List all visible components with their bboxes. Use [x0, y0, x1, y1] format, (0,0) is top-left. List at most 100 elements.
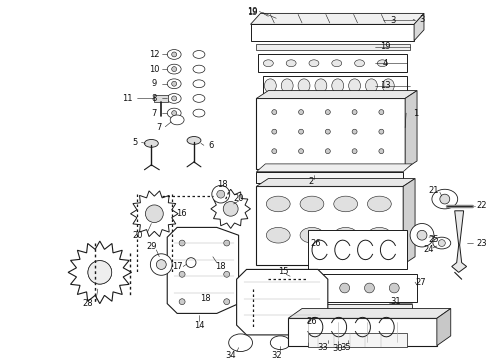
Polygon shape	[250, 13, 424, 24]
Text: 33: 33	[318, 343, 328, 352]
Text: 10: 10	[149, 64, 160, 73]
Ellipse shape	[382, 79, 394, 93]
Bar	[308, 333, 407, 347]
Circle shape	[217, 190, 225, 198]
Ellipse shape	[212, 185, 230, 203]
Polygon shape	[167, 228, 239, 314]
Text: 18: 18	[200, 294, 211, 303]
Ellipse shape	[145, 139, 158, 147]
Circle shape	[88, 261, 112, 284]
Text: 24: 24	[424, 246, 434, 255]
Text: 25: 25	[429, 235, 439, 244]
Text: 18: 18	[218, 180, 228, 189]
Ellipse shape	[167, 108, 181, 118]
Circle shape	[224, 240, 230, 246]
Circle shape	[224, 299, 230, 305]
Circle shape	[439, 240, 445, 247]
Circle shape	[179, 299, 185, 305]
Ellipse shape	[193, 109, 205, 117]
Text: 20: 20	[132, 231, 143, 240]
Ellipse shape	[366, 79, 377, 93]
Text: 28: 28	[83, 299, 93, 308]
Text: 20: 20	[233, 194, 244, 203]
Ellipse shape	[300, 196, 324, 212]
Circle shape	[325, 110, 330, 114]
Bar	[154, 95, 168, 102]
Circle shape	[172, 67, 177, 72]
Ellipse shape	[193, 95, 205, 102]
Text: 8: 8	[152, 94, 157, 103]
Circle shape	[389, 283, 399, 293]
Ellipse shape	[270, 336, 290, 350]
Bar	[264, 76, 407, 95]
Bar	[303, 309, 410, 346]
Ellipse shape	[286, 60, 296, 67]
Circle shape	[379, 110, 384, 114]
Ellipse shape	[281, 79, 293, 93]
Circle shape	[179, 240, 185, 246]
Ellipse shape	[193, 80, 205, 88]
Text: 15: 15	[278, 267, 289, 276]
Ellipse shape	[284, 273, 302, 290]
Text: 23: 23	[476, 239, 487, 248]
Bar	[303, 303, 412, 310]
Text: 5: 5	[132, 138, 137, 147]
Text: 9: 9	[152, 79, 157, 88]
Circle shape	[298, 149, 303, 154]
Circle shape	[272, 129, 277, 134]
Text: 19: 19	[247, 8, 258, 17]
Text: 6: 6	[208, 141, 214, 150]
Text: 2: 2	[308, 177, 313, 186]
Ellipse shape	[377, 60, 387, 67]
Polygon shape	[211, 189, 250, 228]
Ellipse shape	[187, 136, 201, 144]
Ellipse shape	[167, 79, 181, 89]
Circle shape	[352, 149, 357, 154]
Ellipse shape	[332, 60, 342, 67]
Text: 13: 13	[380, 81, 391, 90]
Polygon shape	[130, 191, 178, 237]
Polygon shape	[414, 13, 424, 41]
Bar	[256, 172, 403, 184]
Circle shape	[325, 129, 330, 134]
Ellipse shape	[264, 60, 273, 67]
Circle shape	[352, 129, 357, 134]
Ellipse shape	[300, 228, 324, 243]
Text: 32: 32	[271, 351, 282, 360]
Circle shape	[224, 271, 230, 277]
Polygon shape	[437, 309, 451, 346]
Ellipse shape	[193, 50, 205, 58]
Circle shape	[315, 283, 325, 293]
Bar	[258, 54, 407, 72]
Polygon shape	[405, 91, 417, 169]
Bar	[256, 98, 405, 169]
Text: 3: 3	[391, 16, 396, 25]
Text: 12: 12	[149, 50, 160, 59]
Ellipse shape	[410, 224, 434, 247]
Circle shape	[172, 111, 177, 116]
Text: 17: 17	[172, 262, 182, 271]
Circle shape	[321, 328, 335, 342]
Ellipse shape	[167, 64, 181, 74]
Text: 18: 18	[216, 262, 226, 271]
Bar	[256, 186, 403, 265]
Circle shape	[440, 194, 450, 204]
Text: 29: 29	[146, 242, 157, 251]
Bar	[288, 318, 437, 346]
Text: 1: 1	[414, 109, 418, 118]
Ellipse shape	[267, 228, 290, 243]
Ellipse shape	[265, 79, 276, 93]
Text: 3: 3	[419, 15, 425, 24]
Text: 7: 7	[157, 123, 162, 132]
Text: 27: 27	[416, 278, 426, 287]
Circle shape	[341, 328, 355, 342]
Circle shape	[88, 261, 112, 284]
Ellipse shape	[229, 334, 252, 351]
Text: 26: 26	[306, 317, 317, 326]
Ellipse shape	[309, 60, 319, 67]
Ellipse shape	[368, 196, 392, 212]
Polygon shape	[237, 269, 328, 335]
Circle shape	[172, 52, 177, 57]
Polygon shape	[256, 164, 412, 172]
Text: 35: 35	[341, 343, 351, 352]
